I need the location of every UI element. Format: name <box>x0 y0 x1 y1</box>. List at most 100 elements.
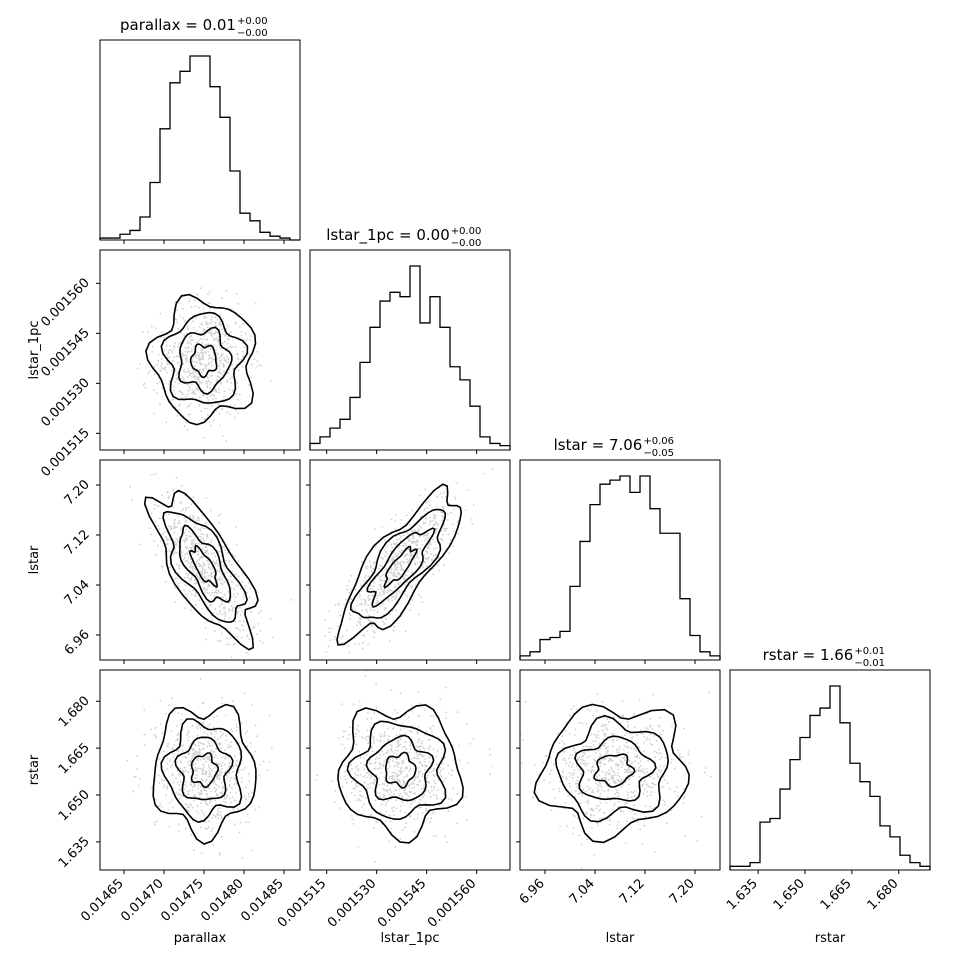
sample-point <box>387 739 390 742</box>
sample-point <box>226 325 229 328</box>
sample-point <box>624 734 626 737</box>
sample-point <box>199 749 201 752</box>
sample-point <box>200 785 203 788</box>
sample-point <box>592 769 595 772</box>
sample-point <box>633 804 636 807</box>
sample-point <box>561 759 564 761</box>
sample-point <box>246 745 249 748</box>
sample-point <box>599 808 601 811</box>
sample-point <box>268 714 271 717</box>
sample-point <box>351 818 354 820</box>
sample-point <box>178 519 181 522</box>
sample-point <box>184 827 187 830</box>
sample-point <box>203 437 206 439</box>
sample-point <box>205 546 208 549</box>
sample-point <box>448 772 450 775</box>
sample-point <box>361 806 363 808</box>
sample-point <box>433 787 435 790</box>
sample-point <box>666 782 669 784</box>
sample-point <box>177 572 180 575</box>
sample-point <box>222 800 225 803</box>
sample-point <box>389 765 391 768</box>
sample-point <box>228 548 231 551</box>
sample-point <box>435 794 438 797</box>
sample-point <box>195 726 198 728</box>
sample-point <box>220 382 223 385</box>
sample-point <box>166 538 168 540</box>
sample-point <box>176 414 179 417</box>
sample-point <box>195 592 197 594</box>
sample-point <box>612 775 615 777</box>
sample-point <box>416 544 419 547</box>
sample-point <box>388 814 391 817</box>
sample-point <box>372 783 375 785</box>
sample-point <box>431 770 434 773</box>
sample-point <box>688 762 691 765</box>
sample-point <box>574 790 577 792</box>
sample-point <box>599 743 601 745</box>
sample-point <box>360 590 363 593</box>
sample-point <box>158 782 161 784</box>
sample-point <box>215 397 217 400</box>
sample-point <box>380 764 383 766</box>
sample-point <box>208 769 210 772</box>
sample-point <box>382 796 385 798</box>
sample-point <box>443 491 446 494</box>
sample-point <box>204 771 207 774</box>
sample-point <box>595 807 598 810</box>
sample-point <box>210 333 213 336</box>
sample-point <box>206 376 209 378</box>
sample-point <box>236 808 239 810</box>
sample-point <box>234 754 236 757</box>
sample-point <box>227 590 230 593</box>
sample-point <box>374 758 377 761</box>
sample-point <box>201 351 204 354</box>
sample-point <box>417 813 419 816</box>
sample-point <box>550 769 553 772</box>
sample-point <box>177 516 180 518</box>
sample-point <box>207 775 210 778</box>
sample-point <box>229 746 231 748</box>
sample-point <box>189 385 191 388</box>
sample-point <box>193 361 196 364</box>
sample-point <box>351 607 354 610</box>
sample-point <box>250 849 253 852</box>
sample-point <box>421 775 424 778</box>
sample-point <box>186 770 189 773</box>
sample-point <box>240 358 243 361</box>
sample-point <box>413 540 416 543</box>
sample-point <box>552 788 555 791</box>
sample-point <box>178 783 181 786</box>
sample-point <box>195 356 198 359</box>
sample-point <box>593 854 596 856</box>
sample-point <box>161 494 163 496</box>
sample-point <box>200 382 203 384</box>
sample-point <box>132 790 135 793</box>
sample-point <box>213 781 215 784</box>
sample-point <box>218 620 221 623</box>
sample-point <box>206 745 209 748</box>
sample-point <box>415 757 418 760</box>
sample-point <box>200 819 203 821</box>
sample-point <box>590 813 593 816</box>
sample-point <box>391 744 393 747</box>
sample-point <box>206 397 209 400</box>
sample-point <box>627 791 629 794</box>
sample-point <box>240 777 243 780</box>
sample-point <box>219 371 221 374</box>
sample-point <box>397 742 399 745</box>
sample-point <box>272 636 274 639</box>
sample-point <box>208 290 211 293</box>
sample-point <box>342 735 344 738</box>
sample-point <box>262 760 265 763</box>
sample-point <box>454 496 456 499</box>
sample-point <box>214 555 217 557</box>
sample-point <box>190 306 193 308</box>
sample-point <box>424 768 426 771</box>
sample-point <box>228 783 231 786</box>
sample-point <box>445 711 447 714</box>
sample-point <box>244 332 247 335</box>
sample-point <box>441 496 443 499</box>
sample-point <box>170 525 173 528</box>
sample-point <box>418 547 421 550</box>
